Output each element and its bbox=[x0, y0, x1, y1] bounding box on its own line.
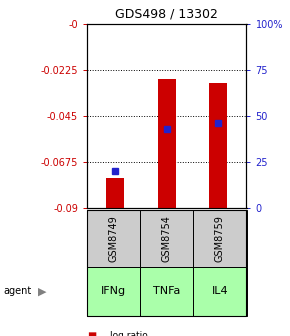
Text: GSM8749: GSM8749 bbox=[108, 215, 119, 262]
Text: IFNg: IFNg bbox=[101, 287, 126, 296]
Text: IL4: IL4 bbox=[212, 287, 228, 296]
Bar bbox=[209, 83, 227, 208]
Text: log ratio: log ratio bbox=[110, 332, 148, 336]
Bar bbox=[106, 177, 124, 208]
Text: TNFa: TNFa bbox=[153, 287, 180, 296]
Title: GDS498 / 13302: GDS498 / 13302 bbox=[115, 8, 218, 21]
Bar bbox=[158, 79, 176, 208]
Text: agent: agent bbox=[3, 287, 31, 296]
Text: GSM8759: GSM8759 bbox=[215, 215, 225, 262]
Text: ▶: ▶ bbox=[38, 287, 46, 296]
Text: ■: ■ bbox=[87, 331, 96, 336]
Text: GSM8754: GSM8754 bbox=[162, 215, 172, 262]
